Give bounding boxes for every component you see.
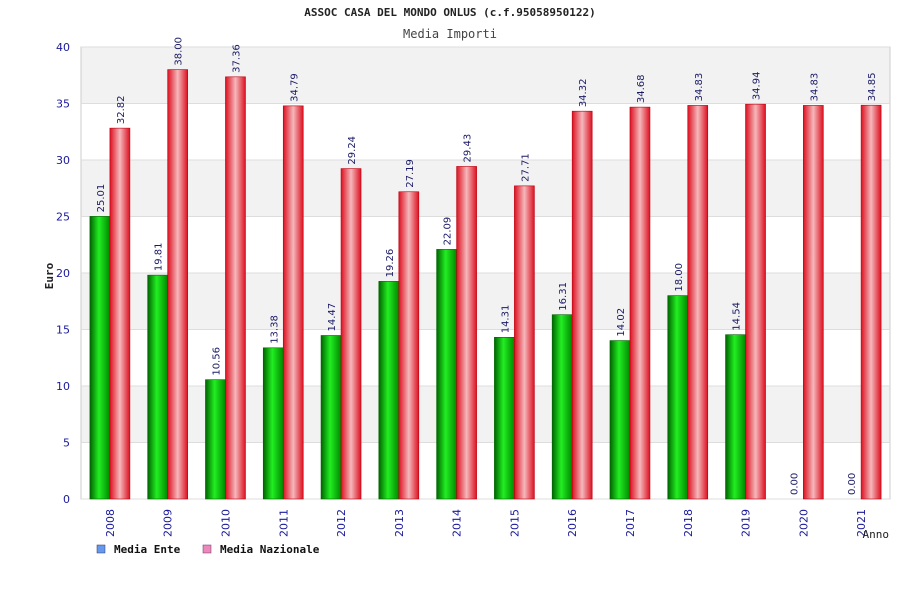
- x-tick-label: 2010: [219, 509, 232, 537]
- y-tick-label: 20: [56, 267, 70, 280]
- bar-value-label: 34.79: [289, 73, 300, 102]
- x-tick-label: 2012: [335, 509, 348, 537]
- x-tick-label: 2020: [797, 509, 810, 537]
- bar-media-nazionale: [340, 168, 362, 500]
- bar-media-ente: [205, 379, 226, 500]
- bar-value-label: 34.83: [809, 73, 820, 102]
- y-tick-label: 35: [56, 98, 70, 111]
- bar-value-label: 0.00: [847, 473, 858, 495]
- plot-band: [81, 160, 890, 217]
- bar-media-nazionale: [803, 105, 824, 500]
- bar-value-label: 22.09: [443, 217, 454, 246]
- bar-media-ente: [89, 216, 111, 500]
- bar-value-label: 19.81: [154, 243, 165, 272]
- bar-media-nazionale: [860, 104, 882, 500]
- x-tick-label: 2014: [451, 509, 464, 537]
- bar-value-label: 37.36: [231, 44, 242, 73]
- bar-value-label: 25.01: [96, 184, 107, 213]
- bar-media-ente: [320, 335, 342, 500]
- bar-media-ente: [378, 281, 400, 500]
- bar-value-label: 27.19: [405, 159, 416, 188]
- bar-value-label: 38.00: [174, 37, 185, 66]
- bar-media-ente: [725, 334, 746, 500]
- x-tick-label: 2011: [277, 509, 290, 537]
- bar-value-label: 13.38: [269, 315, 280, 344]
- bar-value-label: 14.47: [327, 303, 338, 332]
- y-tick-label: 30: [56, 154, 70, 167]
- legend-swatch-media-nazionale: [202, 544, 212, 554]
- bar-media-nazionale: [398, 191, 420, 500]
- bar-media-nazionale: [745, 103, 766, 500]
- plot-band: [81, 386, 890, 443]
- x-tick-label: 2015: [508, 509, 521, 537]
- bar-value-label: 18.00: [674, 263, 685, 292]
- x-tick-label: 2017: [624, 509, 637, 537]
- legend-label-media-nazionale: Media Nazionale: [220, 543, 320, 556]
- bar-value-label: 34.94: [752, 72, 763, 101]
- bar-value-labels: 25.01 32.82 19.81 38.00 10.56 37.36 13.38 34.79…: [96, 37, 878, 495]
- bar-value-label: 34.85: [867, 73, 878, 102]
- bar-value-label: 16.31: [558, 282, 569, 311]
- x-tick-label: 2008: [104, 509, 117, 537]
- y-tick-label: 5: [63, 437, 70, 450]
- bar-value-label: 14.02: [616, 308, 627, 337]
- bar-media-nazionale: [687, 105, 709, 500]
- x-tick-label: 2021: [855, 509, 868, 537]
- bar-media-nazionale: [282, 105, 304, 500]
- bar-value-label: 34.68: [636, 74, 647, 103]
- plot-band: [81, 273, 890, 330]
- x-tick-label: 2018: [682, 509, 695, 537]
- plot-band: [81, 216, 890, 273]
- bar-value-label: 34.32: [578, 79, 589, 108]
- plot-band: [81, 47, 890, 104]
- x-axis-ticks: 2008 2009 2010 2011 2012 2013 2014 2015 2016 2017…: [104, 509, 868, 537]
- bar-media-ente: [609, 340, 631, 500]
- bar-value-label: 14.31: [500, 305, 511, 334]
- plot-band: [81, 442, 890, 499]
- bar-media-ente: [494, 336, 515, 500]
- bar-media-nazionale: [514, 185, 535, 500]
- bar-media-nazionale: [629, 106, 651, 500]
- bar-value-label: 34.83: [694, 73, 705, 102]
- x-tick-label: 2019: [740, 509, 753, 537]
- x-tick-label: 2016: [566, 509, 579, 537]
- bar-value-label: 32.82: [116, 95, 127, 124]
- legend-swatch-media-ente: [96, 544, 106, 554]
- bar-media-nazionale: [225, 76, 246, 500]
- bar-media-ente: [551, 314, 573, 500]
- bar-value-label: 10.56: [211, 347, 222, 376]
- legend-label-media-ente: Media Ente: [114, 543, 181, 556]
- bar-value-label: 27.71: [520, 153, 531, 182]
- chart-subtitle: Media Importi: [403, 27, 497, 41]
- legend: Media Ente Media Nazionale: [96, 543, 320, 556]
- y-tick-label: 25: [56, 211, 70, 224]
- bar-value-label: 0.00: [789, 473, 800, 495]
- x-tick-label: 2009: [162, 509, 175, 537]
- chart-title: ASSOC CASA DEL MONDO ONLUS (c.f.95058950…: [304, 6, 595, 19]
- bars: [89, 69, 882, 500]
- bar-value-label: 14.54: [732, 302, 743, 331]
- bar-media-nazionale: [571, 110, 593, 500]
- bar-media-ente: [436, 249, 457, 500]
- y-tick-label: 0: [63, 493, 70, 506]
- bar-media-nazionale: [456, 166, 477, 500]
- y-tick-label: 10: [56, 380, 70, 393]
- bar-value-label: 29.43: [463, 134, 474, 163]
- x-tick-label: 2013: [393, 509, 406, 537]
- y-tick-label: 15: [56, 324, 70, 337]
- y-axis-label: Euro: [43, 262, 56, 289]
- plot-band: [81, 103, 890, 160]
- bar-media-ente: [147, 274, 168, 500]
- x-axis-label: Anno: [863, 528, 890, 541]
- bar-media-nazionale: [109, 127, 131, 500]
- y-tick-label: 40: [56, 41, 70, 54]
- plot-band: [81, 329, 890, 386]
- y-axis-ticks: 0 5 10 15 20 25 30 35 40: [56, 41, 70, 506]
- bar-media-nazionale: [167, 69, 188, 500]
- bar-media-ente: [262, 347, 284, 500]
- bar-value-label: 29.24: [347, 136, 358, 165]
- bar-value-label: 19.26: [385, 249, 396, 278]
- bar-media-ente: [667, 295, 689, 500]
